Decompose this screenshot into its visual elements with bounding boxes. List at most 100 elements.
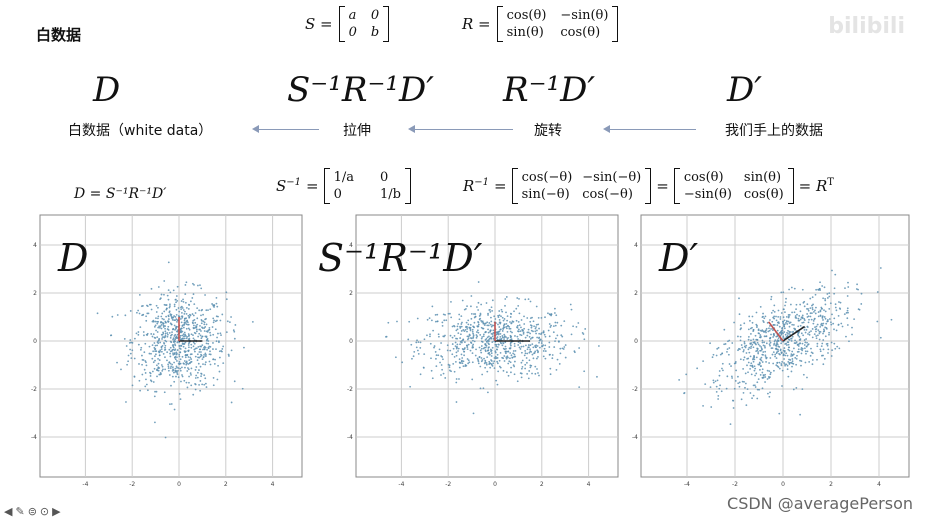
scatter-point [160, 324, 163, 326]
scatter-point [180, 315, 183, 318]
scatter-point [509, 361, 512, 364]
scatter-point [509, 352, 512, 354]
scatter-point [419, 347, 422, 349]
scatter-point [167, 365, 170, 368]
scatter-point [470, 295, 473, 297]
scatter-point [804, 331, 807, 334]
scatter-point [182, 309, 185, 311]
scatter-point [494, 351, 497, 354]
scatter-point [491, 335, 494, 338]
scatter-point [188, 359, 191, 361]
scatter-point [774, 355, 776, 358]
scatter-point [825, 322, 828, 325]
y-tick-label: 4 [634, 242, 638, 249]
scatter-point [176, 299, 179, 302]
scatter-point [173, 352, 176, 355]
back-icon[interactable]: ◀ [4, 505, 13, 518]
scatter-point [467, 319, 470, 322]
scatter-point [497, 370, 500, 373]
scatter-point [164, 325, 166, 327]
scatter-point [181, 375, 184, 378]
scatter-point [765, 331, 767, 334]
scatter-point [795, 341, 798, 344]
scatter-point [401, 361, 404, 364]
more-icon[interactable]: ⊙ [39, 505, 50, 518]
scatter-point [553, 346, 556, 348]
scatter-point [535, 357, 538, 360]
scatter-point [504, 304, 506, 307]
scatter-point [522, 345, 525, 348]
scatter-point [468, 361, 471, 364]
scatter-point [211, 303, 213, 305]
scatter-point [554, 307, 556, 310]
scatter-point [184, 350, 187, 353]
scatter-point [449, 334, 452, 337]
scatter-point [737, 335, 739, 338]
scatter-point [218, 370, 221, 373]
scatter-point [753, 384, 756, 387]
scatter-point [495, 379, 498, 382]
scatter-point [768, 340, 771, 342]
scatter-point [182, 362, 185, 365]
scatter-point [759, 345, 761, 347]
scatter-point [167, 289, 170, 292]
scatter-point [759, 368, 761, 371]
scatter-point [194, 350, 196, 353]
scatter-point [808, 331, 811, 334]
scatter-point [768, 327, 770, 330]
scatter-point [522, 331, 525, 334]
scatter-point [525, 344, 527, 347]
scatter-point [822, 348, 825, 351]
scatter-point [745, 344, 748, 347]
scatter-point [212, 321, 215, 324]
scatter-point [156, 336, 159, 338]
menu-icon[interactable]: ⊜ [27, 505, 37, 518]
scatter-point [503, 355, 506, 357]
scatter-point [821, 315, 824, 318]
scatter-point [762, 312, 764, 315]
scatter-point [521, 359, 524, 362]
scatter-point [448, 366, 451, 369]
scatter-point [475, 331, 478, 333]
scatter-point [766, 369, 769, 372]
scatter-point [780, 312, 783, 314]
forward-icon[interactable]: ▶ [52, 505, 61, 518]
scatter-point [811, 304, 813, 307]
scatter-point [169, 322, 172, 325]
scatter-point [762, 374, 765, 377]
scatter-point [201, 327, 204, 330]
scatter-point [192, 345, 195, 348]
scatter-point [781, 385, 783, 387]
scatter-point [837, 315, 840, 317]
scatter-point [188, 304, 191, 306]
scatter-point [507, 374, 510, 377]
scatter-point [460, 360, 463, 363]
scatter-point [167, 298, 170, 301]
scatter-point [482, 335, 485, 338]
scatter-point [497, 333, 500, 336]
scatter-point [525, 357, 528, 359]
scatter-point [495, 345, 498, 348]
scatter-point [769, 337, 772, 339]
scatter-point [162, 324, 165, 327]
scatter-point [175, 308, 178, 311]
scatter-point [555, 337, 557, 340]
scatter-point [135, 332, 138, 335]
scatter-point [778, 325, 781, 328]
scatter-point [498, 319, 501, 321]
scatter-point [164, 321, 167, 324]
scatter-point [460, 353, 463, 356]
scatter-point [472, 412, 475, 415]
scatter-point [200, 373, 203, 375]
scatter-point [501, 330, 504, 332]
scatter-point [504, 352, 507, 355]
scatter-point [183, 319, 186, 322]
scatter-point [840, 322, 843, 325]
scatter-point [564, 356, 567, 359]
scatter-point [797, 319, 800, 322]
scatter-point [476, 357, 479, 360]
scatter-point [155, 311, 158, 313]
pen-icon[interactable]: ✎ [15, 505, 25, 518]
scatter-point [161, 370, 164, 372]
scatter-point [184, 366, 186, 369]
